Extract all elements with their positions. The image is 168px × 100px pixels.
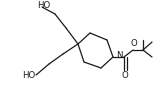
Text: O: O [122, 72, 128, 80]
Text: HO: HO [37, 2, 51, 10]
Text: O: O [131, 40, 137, 48]
Text: N: N [116, 52, 122, 60]
Text: HO: HO [22, 70, 35, 80]
